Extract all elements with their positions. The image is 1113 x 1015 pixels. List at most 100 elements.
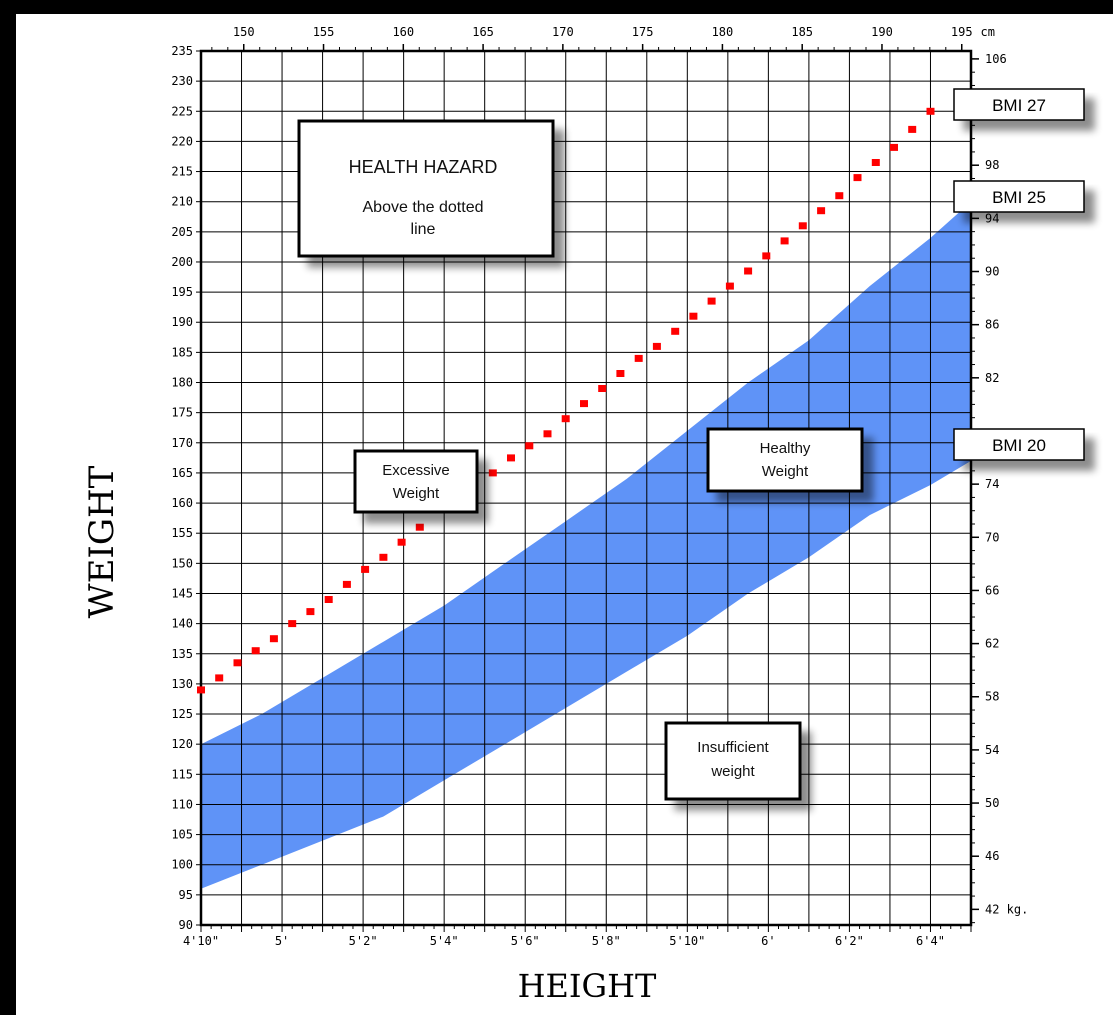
y-tick-label-right: 90 [985,265,999,279]
bmi27-dot [707,297,716,305]
y-tick-label-left: 175 [171,406,193,420]
bmi27-dot [415,523,424,531]
insufficient-weight-line1: Insufficient [697,739,769,756]
bmi27-dot [616,370,625,377]
x-axis-title: HEIGHT [518,967,657,1005]
y-tick-label-right: 94 [985,211,999,225]
x-tick-label-top: 165 [472,25,494,39]
health-hazard-title: HEALTH HAZARD [349,157,498,177]
x-tick-label-bottom: 5'4" [430,934,459,948]
x-tick-label-top: 160 [392,25,414,39]
x-tick-label-top: 180 [712,25,734,39]
bmi27-dot [561,415,570,423]
y-tick-label-left: 90 [179,918,193,932]
y-tick-label-left: 165 [171,466,193,480]
bmi27-label: BMI 27 [992,96,1046,115]
chart-panel: 90 95 100 105 110 115 120 125 130 135 140 145 150 155… [16,14,1113,1015]
y-tick-label-right: 86 [985,318,999,332]
y-tick-label-left: 115 [171,767,193,781]
bmi27-dot [306,608,315,616]
y-tick-label-left: 195 [171,285,193,299]
healthy-weight-line2: Weight [762,463,809,480]
bmi25-label-box [953,180,1085,213]
y-tick-label-right: 106 [985,52,1007,66]
y-tick-label-left: 185 [171,345,193,359]
bmi27-dot [689,312,698,320]
y-tick-label-left: 190 [171,315,193,329]
y-tick-label-left: 135 [171,647,193,661]
y-tick-label-left: 145 [171,586,193,600]
bmi27-dot [379,553,388,561]
x-tick-label-bottom: 4'10" [183,934,219,948]
bmi25-label: BMI 25 [992,188,1046,207]
y-axis-title: WEIGHT [82,465,122,618]
y-tick-label-left: 100 [171,858,193,872]
excessive-weight-box [353,449,479,514]
health-hazard-line2: line [411,221,436,238]
health-hazard-box [297,119,555,258]
bmi27-dot [652,342,661,350]
x-tick-label-top: 170 [552,25,574,39]
y-tick-label-left: 95 [179,888,193,902]
bmi27-dot [543,430,552,438]
x-tick-label-top: 195 [951,25,973,39]
bmi27-dot [197,686,205,694]
y-tick-label-right: 98 [985,158,999,172]
bmi27-dot [890,143,898,151]
y-tick-label-left: 140 [171,617,193,631]
bmi27-dot [288,620,297,628]
x-tick-label-top: 185 [791,25,813,39]
health-hazard-line1: Above the dotted [363,199,484,216]
x-tick-label-top: 175 [632,25,654,39]
bmi27-dot [671,327,680,335]
y-tick-label-left: 215 [171,165,193,179]
y-tick-label-left: 130 [171,677,193,691]
bmi27-dot [397,538,406,546]
y-tick-label-right: 66 [985,583,999,597]
y-tick-label-left: 120 [171,737,193,751]
x-tick-label-bottom: 5'10" [669,934,705,948]
bmi27-dot [507,454,515,462]
y-tick-label-right: 58 [985,690,999,704]
healthy-weight-band [201,201,971,889]
y-tick-label-right: 62 [985,637,999,651]
bmi27-label-box [953,88,1085,121]
y-tick-label-left: 125 [171,707,193,721]
bmi27-dot [580,400,588,408]
y-tick-label-left: 230 [171,74,193,88]
bmi27-dot [926,107,935,115]
y-tick-label-right: 50 [985,796,999,810]
y-tick-label-right: 82 [985,371,999,385]
bmi27-dot [525,442,534,450]
healthy-weight-line1: Healthy [760,440,811,457]
bmi27-dot [762,252,771,260]
bmi27-dot [324,596,333,603]
bmi27-dot [598,385,607,392]
bmi27-dot [780,237,789,245]
y-tick-label-right: 46 [985,849,999,863]
excessive-weight-line1: Excessive [382,462,450,479]
y-tick-label-left: 200 [171,255,193,269]
x-top-unit-label: cm [981,25,995,39]
y-tick-label-right: 54 [985,743,999,757]
y-tick-label-left: 160 [171,496,193,510]
bmi27-dot [361,565,370,573]
y-tick-label-left: 235 [171,44,193,58]
bmi20-label: BMI 20 [992,436,1046,455]
bmi27-dot [215,674,224,682]
y-tick-label-left: 170 [171,436,193,450]
y-tick-label-left: 105 [171,828,193,842]
x-tick-label-top: 155 [313,25,335,39]
bmi27-dot [853,174,862,182]
y-tick-label-left: 155 [171,526,193,540]
y-tick-label-right: 42 kg. [985,902,1028,916]
excessive-weight-line2: Weight [393,485,440,502]
healthy-weight-box [706,427,864,493]
bmi27-dot [871,159,880,166]
bmi27-dot [251,647,260,655]
bmi27-dot [744,267,753,275]
x-tick-label-bottom: 6'4" [916,934,945,948]
y-tick-label-left: 210 [171,195,193,209]
bmi20-label-box [953,428,1085,461]
x-tick-label-bottom: 5' [275,934,289,948]
